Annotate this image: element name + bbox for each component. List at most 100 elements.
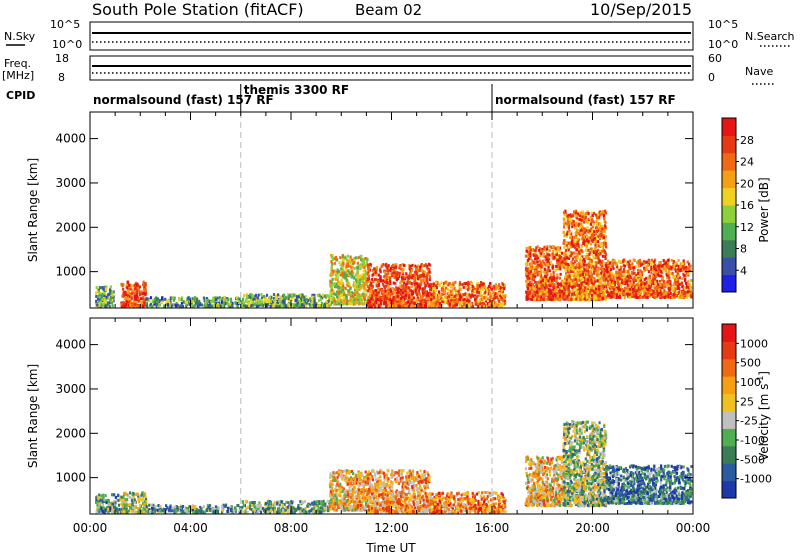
data-cell — [562, 292, 565, 296]
data-cell — [257, 301, 260, 305]
data-cell — [333, 269, 336, 273]
data-cell — [530, 270, 533, 274]
data-cell — [599, 262, 602, 266]
data-cell — [560, 257, 564, 261]
data-cell — [688, 283, 691, 287]
data-cell — [545, 268, 548, 272]
data-cell — [543, 267, 546, 271]
data-cell — [104, 287, 107, 291]
data-cell — [387, 276, 390, 280]
data-cell — [351, 265, 354, 269]
data-cell — [500, 288, 504, 292]
data-cell — [344, 273, 347, 277]
data-cell — [534, 280, 537, 284]
data-cell — [422, 292, 425, 296]
data-cell — [415, 293, 419, 297]
data-cell — [177, 298, 181, 302]
data-cell — [503, 284, 506, 288]
data-cell — [636, 287, 639, 291]
data-cell — [558, 290, 561, 294]
data-cell — [312, 295, 315, 299]
freq-panel: Freq. [MHz] 18 8 60 0 Nave — [2, 52, 775, 85]
data-cell — [535, 246, 538, 250]
data-cell — [275, 304, 278, 308]
data-cell — [600, 234, 603, 238]
data-cell — [618, 277, 621, 281]
data-cell — [567, 288, 571, 292]
data-cell — [161, 298, 164, 302]
data-cell — [567, 296, 570, 300]
data-cell — [668, 266, 671, 270]
data-cell — [627, 294, 630, 297]
data-cell — [398, 266, 401, 270]
data-cell — [416, 304, 420, 308]
data-cell — [263, 300, 266, 304]
data-cell — [560, 281, 563, 285]
data-cell — [619, 272, 622, 276]
data-cell — [584, 249, 587, 252]
data-cell — [393, 276, 396, 280]
data-cell — [429, 263, 432, 267]
data-cell — [415, 298, 418, 302]
data-cell — [603, 289, 606, 293]
data-cell — [490, 287, 493, 291]
data-cell — [204, 301, 207, 305]
data-cell — [387, 266, 390, 270]
data-cell — [416, 284, 419, 288]
data-cell — [402, 268, 405, 272]
data-cell — [200, 303, 204, 307]
data-cell — [501, 294, 504, 298]
data-cell — [367, 277, 370, 281]
data-cell — [567, 294, 571, 298]
data-cell — [676, 282, 679, 286]
data-cell — [501, 298, 504, 302]
data-cell — [580, 248, 583, 252]
data-cell — [583, 297, 586, 301]
data-cell — [170, 304, 173, 308]
data-cell — [414, 275, 417, 279]
data-cell — [370, 297, 373, 301]
data-cell — [396, 297, 399, 301]
data-cell — [464, 292, 467, 296]
data-cell — [557, 259, 560, 263]
data-cell — [573, 210, 576, 214]
data-cell — [335, 290, 339, 294]
data-cell — [387, 272, 390, 276]
data-cell — [465, 302, 468, 306]
data-cell — [565, 297, 568, 301]
data-cell — [388, 292, 391, 296]
data-cell — [458, 280, 462, 284]
data-cell — [545, 275, 548, 279]
data-cell — [428, 275, 431, 278]
data-cell — [347, 269, 350, 273]
data-cell — [447, 295, 450, 299]
data-cell — [541, 292, 545, 296]
data-cell — [358, 298, 361, 302]
data-cell — [394, 297, 397, 301]
data-cell — [369, 296, 372, 300]
data-cell — [598, 259, 601, 263]
data-cell — [161, 296, 164, 300]
data-cell — [530, 248, 533, 252]
data-cell — [566, 246, 569, 250]
data-cell — [575, 214, 578, 217]
data-cell — [467, 293, 470, 297]
nsky-tick-bottom: 10^0 — [52, 38, 82, 51]
data-cell — [574, 294, 578, 297]
data-cell — [423, 286, 426, 290]
data-cell — [367, 280, 370, 284]
data-cell — [579, 258, 582, 262]
data-cell — [558, 246, 562, 250]
data-cell — [221, 303, 224, 307]
data-cell — [313, 293, 316, 297]
data-cell — [604, 235, 607, 239]
data-cell — [547, 266, 550, 270]
data-cell — [97, 302, 100, 306]
cpid-label: CPID — [6, 89, 35, 102]
data-cell — [567, 268, 570, 272]
data-cell — [385, 275, 388, 279]
data-cell — [499, 295, 502, 299]
data-cell — [536, 286, 539, 290]
data-cell — [145, 297, 148, 301]
